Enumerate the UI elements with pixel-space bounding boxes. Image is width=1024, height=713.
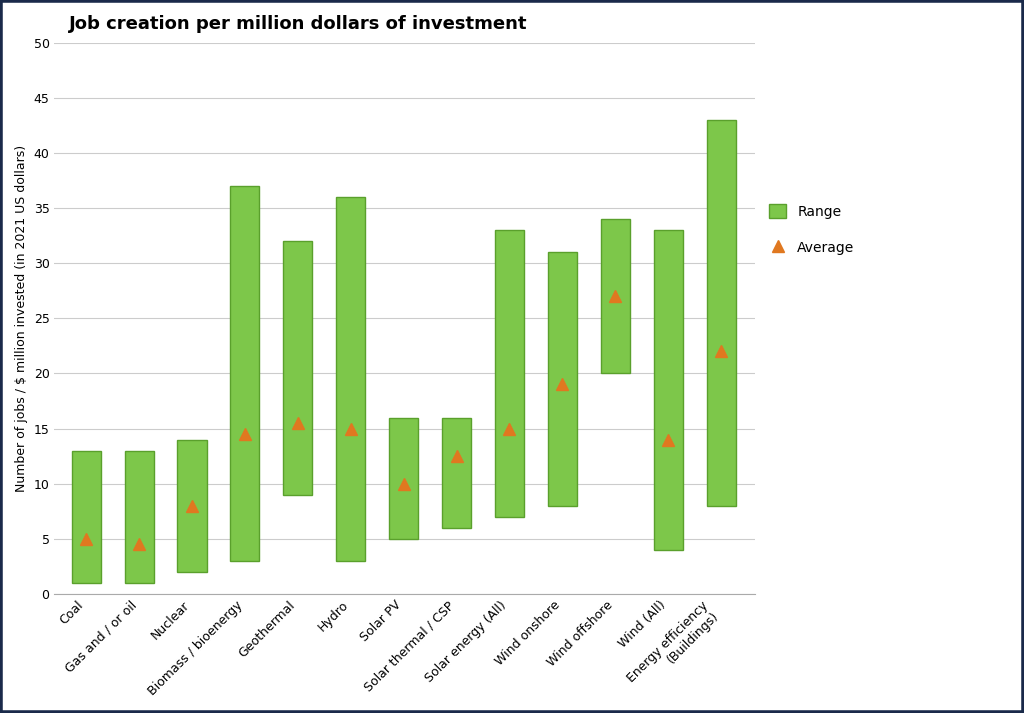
- Legend: Range, Average: Range, Average: [769, 204, 854, 255]
- Bar: [601, 219, 630, 374]
- Bar: [389, 418, 418, 539]
- Bar: [336, 197, 366, 560]
- Bar: [125, 451, 154, 583]
- Text: Job creation per million dollars of investment: Job creation per million dollars of inve…: [69, 15, 527, 33]
- Bar: [653, 230, 683, 550]
- Bar: [177, 439, 207, 572]
- Bar: [230, 186, 259, 560]
- Y-axis label: Number of jobs / $ million invested (in 2021 US dollars): Number of jobs / $ million invested (in …: [15, 145, 28, 492]
- Bar: [284, 241, 312, 495]
- Bar: [707, 120, 735, 506]
- Bar: [72, 451, 100, 583]
- Bar: [495, 230, 524, 517]
- Bar: [442, 418, 471, 528]
- Bar: [548, 252, 577, 506]
